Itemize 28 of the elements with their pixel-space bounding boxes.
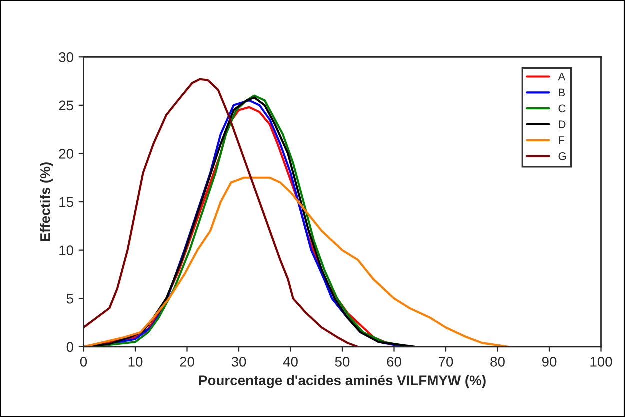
legend-label: C [558, 104, 566, 113]
x-tick-label: 90 [542, 357, 557, 367]
y-tick-label: 25 [59, 100, 74, 111]
x-tick-label: 30 [232, 357, 246, 367]
x-tick-label: 20 [180, 357, 194, 367]
y-axis-title: Effectifs (%) [40, 162, 54, 242]
x-tick-label: 100 [590, 357, 612, 367]
legend-label: D [559, 120, 566, 128]
x-tick-label: 0 [80, 357, 88, 367]
legend-label: A [558, 72, 566, 81]
legend-label: B [559, 88, 566, 97]
y-tick-label: 0 [66, 342, 74, 352]
y-tick-label: 15 [60, 198, 74, 208]
y-tick-label: 5 [66, 294, 74, 304]
x-tick-label: 80 [490, 357, 505, 367]
y-tick-label: 30 [59, 52, 74, 62]
legend-label: F [559, 136, 565, 144]
legend-label: G [558, 152, 566, 160]
x-tick-label: 60 [387, 357, 402, 367]
line-series [84, 176, 510, 347]
x-tick-label: 10 [128, 357, 143, 367]
x-tick-label: 40 [283, 357, 298, 367]
y-tick-label: 20 [59, 149, 74, 159]
x-axis-title: Pourcentage d'acides aminés VILFMYW (%) [199, 375, 486, 388]
x-tick-label: 50 [335, 357, 350, 367]
y-tick-label: 10 [60, 246, 74, 256]
x-tick-label: 70 [438, 357, 454, 367]
line-series [84, 78, 360, 347]
